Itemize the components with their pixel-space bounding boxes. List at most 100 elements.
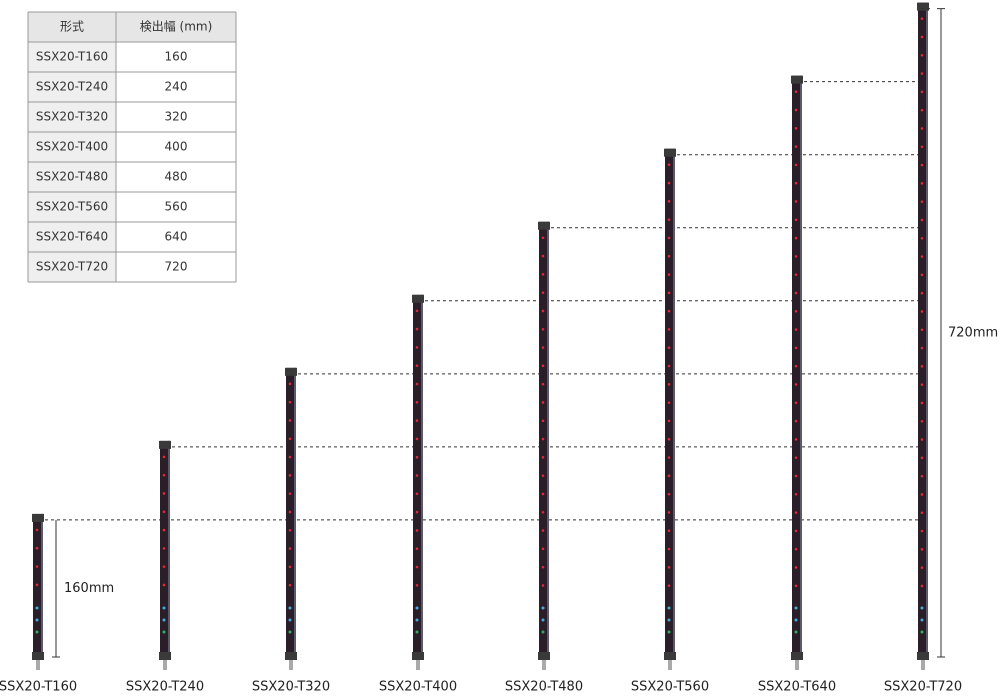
sensor-edge xyxy=(168,440,170,660)
indicator xyxy=(35,618,39,622)
beam-led xyxy=(35,565,39,568)
beam-led xyxy=(541,401,545,404)
beam-led xyxy=(794,90,798,93)
stand xyxy=(36,660,40,670)
beam-led xyxy=(541,382,545,386)
stand xyxy=(921,660,925,670)
cap xyxy=(32,513,44,522)
indicator xyxy=(920,618,924,622)
beam-led xyxy=(794,529,798,533)
beam-led xyxy=(541,529,545,532)
indicator xyxy=(794,606,798,610)
model-cell: SSX20-T640 xyxy=(36,230,108,244)
beam-led xyxy=(288,419,292,422)
beam-led xyxy=(667,547,671,551)
beam-led xyxy=(415,401,419,404)
width-cell: 240 xyxy=(165,80,188,94)
beam-led xyxy=(667,474,671,478)
beam-led xyxy=(920,419,924,423)
indicator xyxy=(288,606,292,610)
width-cell: 160 xyxy=(165,50,188,64)
beam-led xyxy=(920,566,924,569)
sensor-edge xyxy=(421,294,423,660)
beam-led xyxy=(667,181,671,185)
beam-led xyxy=(794,218,798,222)
sensor-edge xyxy=(41,513,43,660)
beam-led xyxy=(920,548,924,551)
beam-led xyxy=(794,291,798,295)
beam-led xyxy=(415,364,419,368)
sensor-body xyxy=(413,294,423,660)
stand xyxy=(163,660,167,670)
sensor-label: SSX20-T640 xyxy=(758,680,836,695)
beam-led xyxy=(541,419,545,423)
beam-led xyxy=(288,547,292,550)
beam-led xyxy=(288,565,292,569)
beam-led xyxy=(667,218,671,221)
model-cell-bg xyxy=(28,222,116,252)
cap xyxy=(159,652,171,660)
beam-led xyxy=(541,346,545,349)
indicator xyxy=(667,606,671,610)
indicator xyxy=(288,630,292,634)
beam-led xyxy=(920,255,924,258)
beam-led xyxy=(541,291,545,294)
sensor-body xyxy=(539,221,549,660)
beam-led xyxy=(667,163,671,167)
beam-led xyxy=(541,565,545,569)
sensor-edge xyxy=(926,2,928,660)
model-cell-bg xyxy=(28,72,116,102)
beam-led xyxy=(667,236,671,240)
beam-led xyxy=(288,474,292,477)
beam-led xyxy=(794,126,798,130)
beam-led xyxy=(288,583,292,587)
beam-led xyxy=(920,108,924,112)
sensor: SSX20-T320 xyxy=(252,367,918,695)
cap xyxy=(917,652,929,660)
beam-led xyxy=(288,382,292,386)
model-cell: SSX20-T240 xyxy=(36,80,108,94)
beam-led xyxy=(541,547,545,551)
beam-led xyxy=(794,511,798,514)
sensor-body xyxy=(286,367,296,660)
beam-led xyxy=(415,529,419,532)
beam-led xyxy=(794,145,798,148)
cap xyxy=(664,652,676,660)
beam-led xyxy=(541,492,545,496)
beam-led xyxy=(667,401,671,404)
beam-led xyxy=(667,437,671,441)
beam-led xyxy=(415,455,419,459)
beam-led xyxy=(920,72,924,75)
model-cell-bg xyxy=(28,162,116,192)
beam-led xyxy=(667,328,671,331)
beam-led xyxy=(162,528,166,532)
beam-led xyxy=(667,419,671,423)
cap xyxy=(538,652,550,660)
beam-led xyxy=(162,492,166,495)
stand xyxy=(542,660,546,670)
model-cell-bg xyxy=(28,102,116,132)
sensor-body xyxy=(33,513,43,660)
width-cell: 480 xyxy=(165,170,188,184)
beam-led xyxy=(920,438,924,441)
model-cell: SSX20-T320 xyxy=(36,110,108,124)
cap xyxy=(32,652,44,660)
model-cell-bg xyxy=(28,42,116,72)
beam-led xyxy=(667,566,671,569)
stand xyxy=(668,660,672,670)
beam-led xyxy=(920,218,924,222)
sensor: SSX20-T400 xyxy=(379,294,918,695)
beam-led xyxy=(794,566,798,569)
beam-led xyxy=(920,163,924,167)
width-cell: 720 xyxy=(165,260,188,274)
width-cell: 640 xyxy=(165,230,188,244)
beam-led xyxy=(541,273,545,276)
indicator xyxy=(541,606,545,610)
beam-led xyxy=(541,456,545,459)
beam-led xyxy=(415,437,419,441)
sensor-label: SSX20-T480 xyxy=(505,680,583,695)
beam-led xyxy=(920,17,924,20)
sensor: SSX20-T560 xyxy=(631,148,918,695)
beam-led xyxy=(667,383,671,386)
beam-led xyxy=(920,584,924,588)
